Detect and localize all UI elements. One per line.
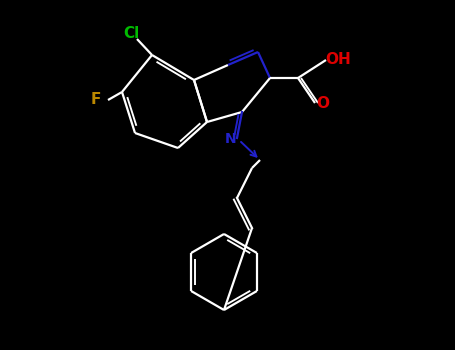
Text: OH: OH bbox=[325, 51, 351, 66]
Text: N: N bbox=[225, 132, 237, 146]
Text: O: O bbox=[317, 97, 329, 112]
Text: Cl: Cl bbox=[123, 26, 139, 41]
Text: F: F bbox=[91, 92, 101, 107]
